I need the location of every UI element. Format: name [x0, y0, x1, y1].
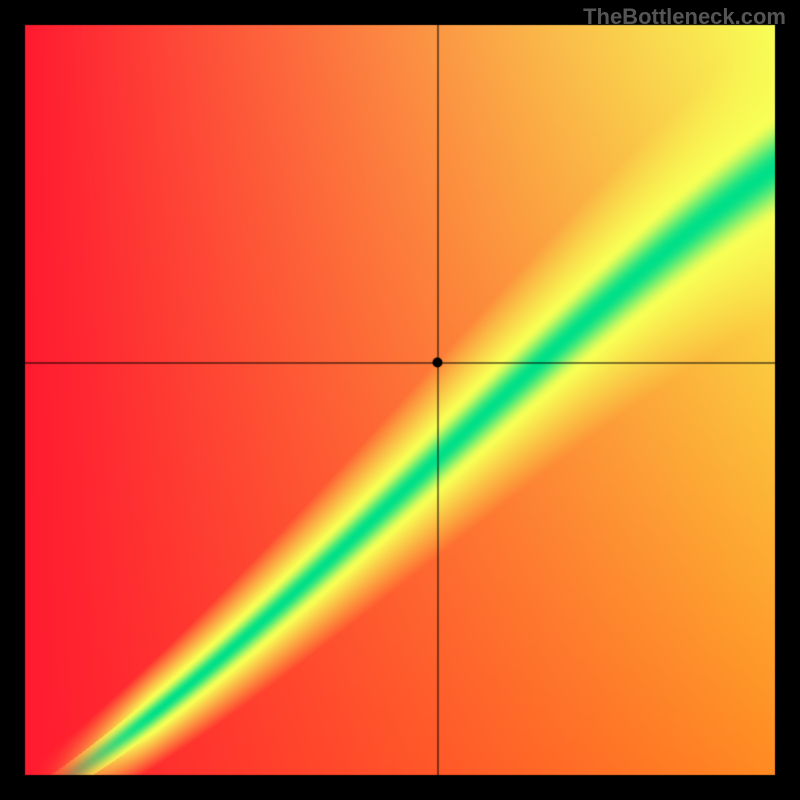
chart-container: TheBottleneck.com [0, 0, 800, 800]
bottleneck-heatmap [0, 0, 800, 800]
watermark-text: TheBottleneck.com [583, 4, 786, 30]
